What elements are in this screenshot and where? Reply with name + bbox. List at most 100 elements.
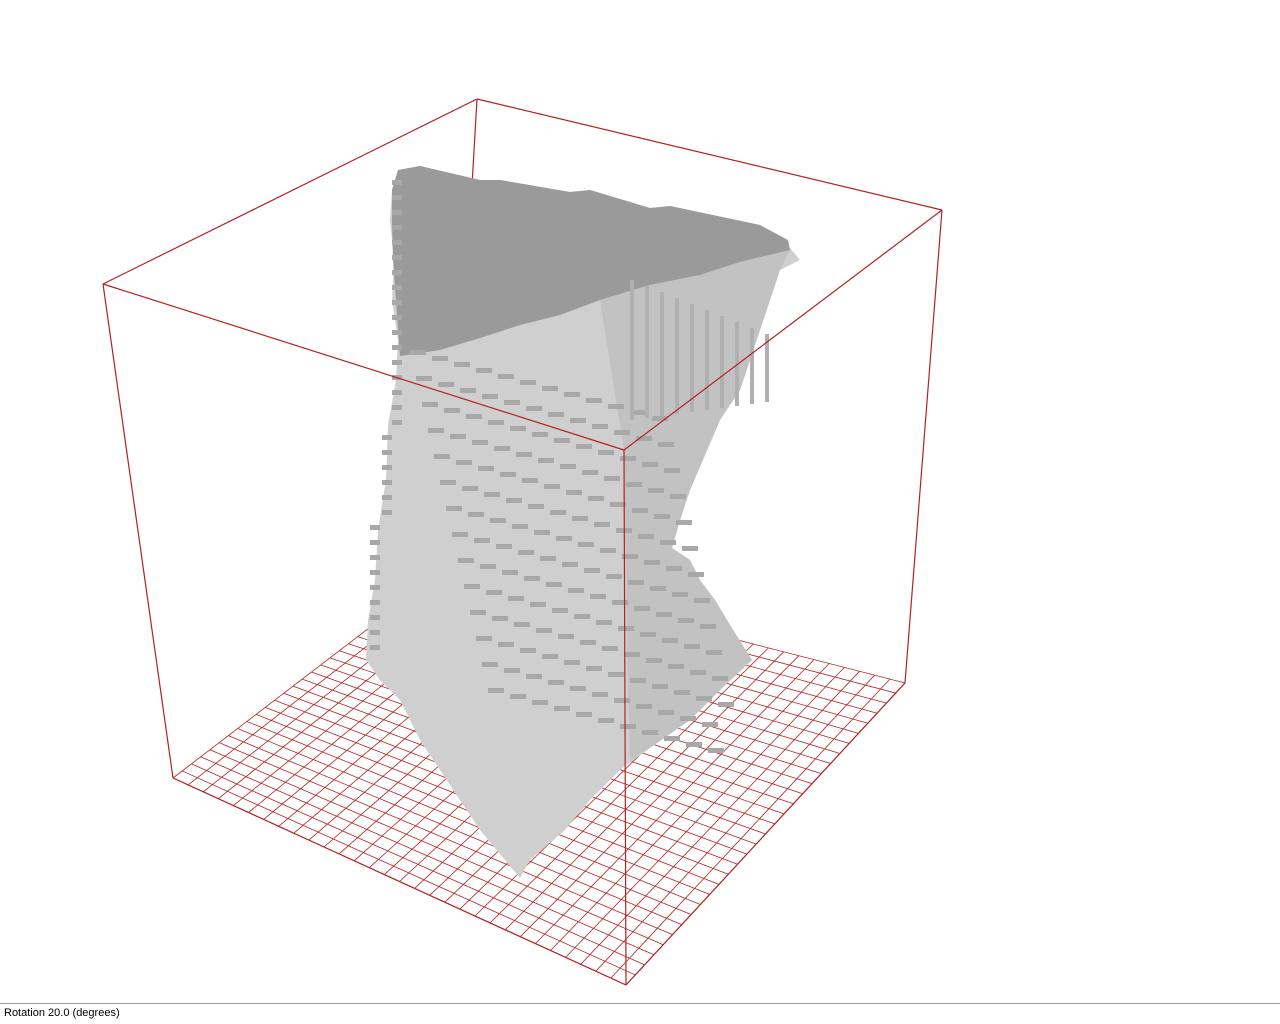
voxel-step — [382, 435, 392, 440]
voxel-step — [460, 388, 476, 393]
voxel-step — [558, 634, 574, 639]
voxel-step — [648, 488, 664, 493]
voxel-step — [684, 644, 700, 649]
voxel-step — [532, 700, 548, 705]
voxel-step — [652, 684, 668, 689]
voxel-step — [592, 692, 608, 697]
floor-grid-line — [595, 674, 875, 972]
voxel-step — [482, 394, 498, 399]
voxel-step — [510, 694, 526, 699]
voxel-step — [392, 405, 402, 410]
voxel-step — [562, 562, 578, 567]
voxel-step — [370, 600, 380, 605]
3d-viewport[interactable] — [0, 0, 1280, 1003]
voxel-step — [392, 285, 402, 290]
voxel-step — [370, 645, 380, 650]
voxel-ridge — [660, 292, 664, 416]
voxel-step — [540, 556, 556, 561]
voxel-step — [556, 536, 572, 541]
voxel-step — [554, 706, 570, 711]
voxel-step — [492, 616, 508, 621]
voxel-step — [392, 390, 402, 395]
voxel-step — [502, 570, 518, 575]
voxel-step — [516, 452, 532, 457]
voxel-step — [472, 440, 488, 445]
voxel-step — [552, 608, 568, 613]
voxel-step — [676, 520, 692, 525]
voxel-step — [370, 585, 380, 590]
voxel-step — [636, 704, 652, 709]
voxel-step — [444, 408, 460, 413]
voxel-step — [454, 362, 470, 367]
voxel-step — [638, 534, 654, 539]
voxel-step — [508, 596, 524, 601]
voxel-step — [582, 470, 598, 475]
voxel-step — [468, 512, 484, 517]
voxel-step — [596, 620, 612, 625]
voxel-step — [612, 600, 628, 605]
voxel-step — [668, 664, 684, 669]
voxel-step — [488, 420, 504, 425]
voxel-step — [544, 484, 560, 489]
voxel-step — [462, 486, 478, 491]
voxel-step — [594, 522, 610, 527]
voxel-step — [592, 424, 608, 429]
voxel-step — [664, 736, 680, 741]
voxel-step — [504, 400, 520, 405]
voxel-step — [480, 564, 496, 569]
voxel-step — [422, 402, 438, 407]
voxel-step — [370, 525, 380, 530]
voxel-step — [550, 510, 566, 515]
voxel-step — [392, 300, 402, 305]
voxel-step — [500, 472, 516, 477]
voxel-step — [600, 548, 616, 553]
voxel-step — [476, 636, 492, 641]
voxel-step — [584, 568, 600, 573]
voxel-step — [432, 356, 448, 361]
voxel-step — [464, 584, 480, 589]
voxel-step — [392, 420, 402, 425]
voxel-step — [528, 504, 544, 509]
voxel-step — [608, 404, 624, 409]
voxel-step — [686, 742, 702, 747]
voxel-step — [382, 480, 392, 485]
voxel-step — [476, 368, 492, 373]
voxel-step — [570, 418, 586, 423]
voxel-step — [662, 638, 678, 643]
voxel-step — [506, 498, 522, 503]
floor-grid-line — [580, 671, 860, 965]
voxel-step — [688, 572, 704, 577]
voxel-ridge — [720, 316, 724, 408]
voxel-step — [690, 670, 706, 675]
voxel-ridge — [765, 334, 769, 402]
voxel-step — [656, 612, 672, 617]
voxel-step — [578, 542, 594, 547]
voxel-step — [446, 506, 462, 511]
voxel-step — [520, 648, 536, 653]
voxel-step — [576, 444, 592, 449]
voxel-step — [496, 544, 512, 549]
voxel-step — [642, 462, 658, 467]
voxel-step — [392, 240, 402, 245]
voxel-step — [658, 442, 674, 447]
voxel-step — [602, 646, 618, 651]
voxel-step — [588, 496, 604, 501]
voxel-step — [666, 566, 682, 571]
voxel-step — [370, 570, 380, 575]
voxel-step — [620, 456, 636, 461]
voxel-step — [590, 594, 606, 599]
voxel-step — [614, 698, 630, 703]
voxel-step — [706, 650, 722, 655]
voxel-ridge — [705, 310, 709, 410]
voxel-step — [382, 495, 392, 500]
status-bar: Rotation 20.0 (degrees) — [0, 1003, 1280, 1024]
voxel-step — [568, 588, 584, 593]
voxel-step — [494, 446, 510, 451]
voxel-ridge — [675, 298, 679, 414]
voxel-step — [642, 730, 658, 735]
voxel-step — [560, 464, 576, 469]
voxel-step — [392, 180, 402, 185]
voxel-step — [572, 516, 588, 521]
voxel-step — [452, 532, 468, 537]
voxel-top-face — [392, 166, 790, 356]
